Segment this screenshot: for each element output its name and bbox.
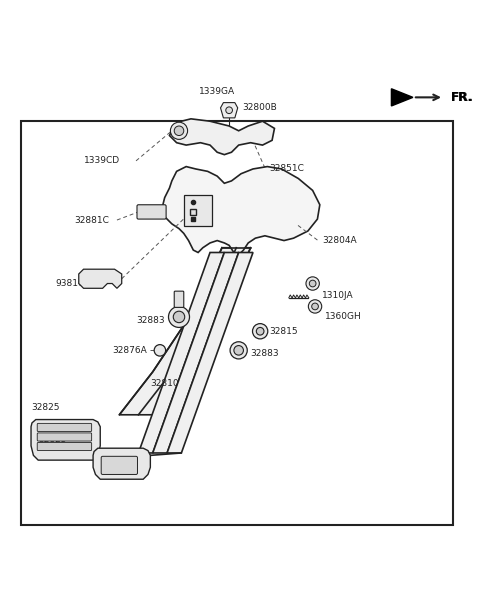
FancyBboxPatch shape: [22, 121, 454, 525]
FancyBboxPatch shape: [101, 456, 137, 475]
Polygon shape: [153, 253, 239, 453]
Text: 32851C: 32851C: [270, 165, 305, 173]
Polygon shape: [220, 102, 238, 118]
Circle shape: [252, 324, 268, 339]
Text: 32815: 32815: [270, 327, 298, 336]
Polygon shape: [162, 167, 320, 255]
Text: 32881C: 32881C: [74, 215, 109, 224]
Polygon shape: [31, 420, 100, 460]
Polygon shape: [184, 195, 213, 226]
Text: 1339CD: 1339CD: [84, 156, 120, 165]
Text: 32876A: 32876A: [112, 346, 147, 355]
Text: FR.: FR.: [451, 91, 474, 104]
Text: 32825: 32825: [31, 403, 60, 412]
Circle shape: [312, 303, 318, 310]
FancyBboxPatch shape: [137, 205, 166, 219]
Polygon shape: [79, 269, 122, 289]
Text: 32804A: 32804A: [322, 236, 357, 245]
FancyBboxPatch shape: [37, 433, 92, 441]
Circle shape: [173, 311, 185, 323]
FancyBboxPatch shape: [37, 423, 92, 431]
Polygon shape: [167, 253, 253, 453]
Circle shape: [174, 126, 184, 135]
Text: 32810: 32810: [150, 379, 179, 388]
Text: 32883: 32883: [251, 349, 279, 358]
FancyBboxPatch shape: [174, 291, 184, 307]
Circle shape: [256, 328, 264, 335]
Text: 32825: 32825: [38, 435, 67, 444]
Circle shape: [230, 342, 247, 359]
Polygon shape: [391, 89, 413, 106]
Circle shape: [154, 345, 166, 356]
Circle shape: [226, 107, 232, 113]
Circle shape: [170, 122, 188, 139]
Text: 1360GH: 1360GH: [324, 312, 361, 321]
Circle shape: [306, 277, 319, 290]
FancyBboxPatch shape: [37, 442, 92, 451]
Text: 93810A: 93810A: [55, 279, 90, 288]
Polygon shape: [169, 119, 275, 155]
Circle shape: [168, 306, 190, 328]
Polygon shape: [120, 248, 251, 415]
Polygon shape: [93, 448, 150, 479]
Text: FR.: FR.: [451, 91, 473, 104]
Polygon shape: [138, 253, 224, 453]
Text: 32800B: 32800B: [242, 103, 277, 112]
Circle shape: [308, 300, 322, 313]
Text: 32883: 32883: [136, 316, 165, 325]
Text: 1310JA: 1310JA: [322, 291, 354, 300]
Circle shape: [309, 280, 316, 287]
Circle shape: [234, 346, 243, 355]
Text: 1339GA: 1339GA: [199, 87, 235, 96]
